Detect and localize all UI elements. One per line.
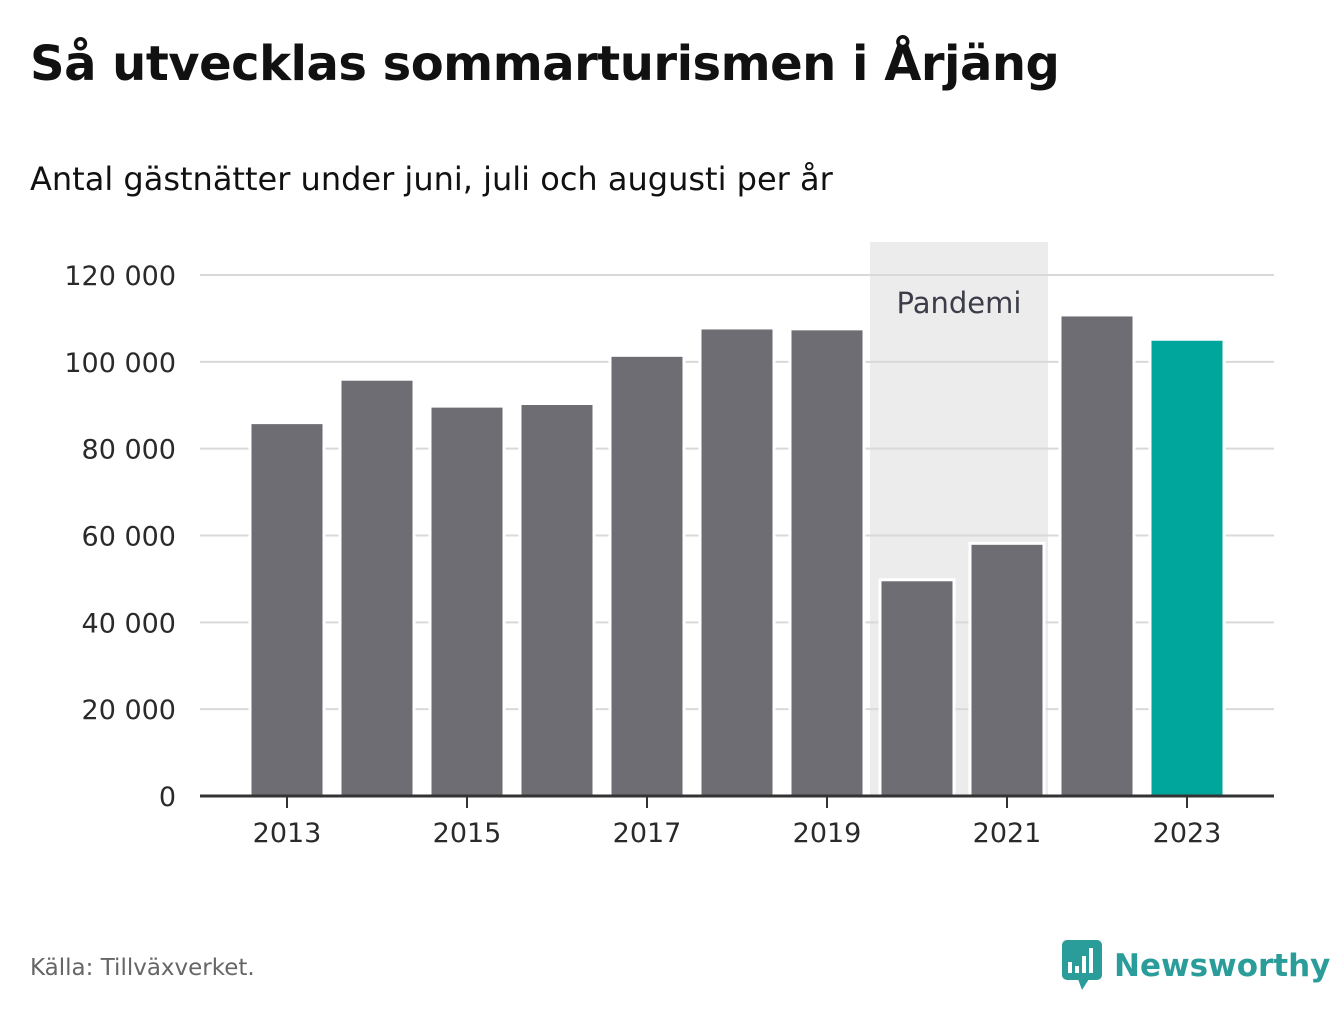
bar-2015 bbox=[428, 404, 506, 798]
x-tick-label: 2015 bbox=[433, 818, 502, 849]
y-tick-label: 60 000 bbox=[82, 522, 176, 553]
newsworthy-bar-chart-bubble-icon bbox=[1062, 940, 1102, 990]
chart-title: Så utvecklas sommarturismen i Årjäng bbox=[30, 36, 1060, 92]
bar-2022 bbox=[1058, 313, 1136, 798]
x-tick-label: 2017 bbox=[613, 818, 682, 849]
y-tick-label: 80 000 bbox=[82, 435, 176, 466]
bar-2013 bbox=[248, 421, 326, 798]
pandemic-label: Pandemi bbox=[897, 286, 1022, 320]
y-tick-label: 40 000 bbox=[82, 608, 176, 639]
bar-2021 bbox=[968, 541, 1046, 798]
y-tick-label: 100 000 bbox=[64, 348, 176, 379]
bar-2023 bbox=[1148, 337, 1226, 798]
chart-subtitle: Antal gästnätter under juni, juli och au… bbox=[30, 160, 833, 198]
bar-2020 bbox=[878, 578, 956, 798]
bar-2016 bbox=[518, 402, 596, 798]
bars bbox=[248, 313, 1226, 798]
bar-chart: Pandemi 0 20 000 40 000 60 000 80 000 100 000… bbox=[64, 242, 1274, 849]
x-tick-label: 2023 bbox=[1153, 818, 1222, 849]
source-note: Källa: Tillväxverket. bbox=[30, 955, 255, 981]
x-tick-label: 2013 bbox=[253, 818, 322, 849]
bar-2014 bbox=[338, 377, 416, 798]
brand-name: Newsworthy bbox=[1114, 948, 1331, 984]
bar-2017 bbox=[608, 353, 686, 798]
bar-2019 bbox=[788, 327, 866, 798]
x-tick-label: 2019 bbox=[793, 818, 862, 849]
y-tick-label: 20 000 bbox=[82, 695, 176, 726]
y-tick-label: 120 000 bbox=[64, 261, 176, 292]
bar-2018 bbox=[698, 326, 776, 798]
newsworthy-logo[interactable]: Newsworthy bbox=[1062, 940, 1330, 992]
y-tick-label: 0 bbox=[159, 782, 176, 813]
x-tick-label: 2021 bbox=[973, 818, 1042, 849]
axes: 0 20 000 40 000 60 000 80 000 100 000 120 000 2… bbox=[64, 261, 1274, 849]
